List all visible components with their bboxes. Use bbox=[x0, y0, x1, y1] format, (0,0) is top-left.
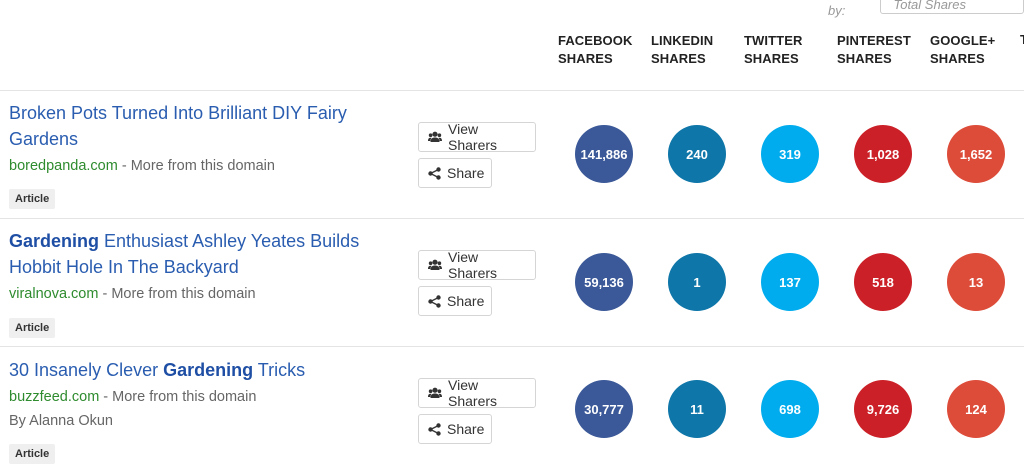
share-icon bbox=[428, 422, 441, 436]
share-label: Share bbox=[447, 293, 485, 309]
share-icon bbox=[428, 294, 441, 308]
column-header-line: TWITTER bbox=[744, 33, 803, 48]
share-button[interactable]: Share bbox=[418, 414, 492, 444]
sort-control: Sort by: Total Shares bbox=[828, 0, 1024, 18]
type-badge: Article bbox=[9, 189, 56, 209]
article-row: Gardening Enthusiast Ashley Yeates Build… bbox=[0, 218, 1024, 346]
more-from-domain-link[interactable]: - More from this domain bbox=[98, 286, 256, 302]
sort-select[interactable]: Total Shares bbox=[880, 0, 1024, 14]
article-row: Broken Pots Turned Into Brilliant DIY Fa… bbox=[0, 90, 1024, 218]
view-sharers-button[interactable]: View Sharers bbox=[418, 249, 536, 281]
share-icon bbox=[428, 166, 441, 180]
title-text[interactable]: 30 Insanely Clever bbox=[9, 360, 164, 380]
column-header-line: PINTEREST bbox=[837, 33, 911, 48]
article-title[interactable]: Broken Pots Turned Into Brilliant DIY Fa… bbox=[9, 100, 404, 152]
article-title[interactable]: 30 Insanely Clever Gardening Tricks bbox=[9, 357, 404, 383]
share-button[interactable]: Share bbox=[418, 158, 492, 188]
googleplus-shares-count: 13 bbox=[947, 253, 1005, 311]
domain-link[interactable]: boredpanda.com bbox=[9, 158, 118, 174]
column-header-total-cut[interactable]: T bbox=[1020, 32, 1024, 47]
share-label: Share bbox=[447, 165, 485, 181]
pinterest-shares-count: 9,726 bbox=[854, 380, 912, 438]
title-text[interactable]: Tricks bbox=[253, 360, 306, 380]
column-header-line: SHARES bbox=[651, 51, 706, 66]
title-keyword[interactable]: Gardening bbox=[9, 231, 100, 251]
title-text[interactable]: Broken Pots Turned Into Brilliant DIY Fa… bbox=[9, 103, 347, 149]
column-header-line: GOOGLE+ bbox=[930, 33, 996, 48]
column-header-line: SHARES bbox=[837, 51, 892, 66]
linkedin-shares-count: 11 bbox=[668, 380, 726, 438]
facebook-shares-count: 59,136 bbox=[575, 253, 633, 311]
domain-line: viralnova.com - More from this domain bbox=[9, 286, 256, 302]
more-from-domain-link[interactable]: - More from this domain bbox=[99, 389, 257, 405]
column-header-line: FACEBOOK bbox=[558, 33, 633, 48]
domain-link[interactable]: viralnova.com bbox=[9, 286, 99, 302]
type-badge: Article bbox=[9, 318, 56, 338]
column-header-twitter[interactable]: TWITTER SHARES bbox=[744, 32, 824, 68]
twitter-shares-count: 319 bbox=[761, 125, 819, 183]
googleplus-shares-count: 124 bbox=[947, 380, 1005, 438]
column-header-facebook[interactable]: FACEBOOK SHARES bbox=[558, 32, 638, 68]
article-title[interactable]: Gardening Enthusiast Ashley Yeates Build… bbox=[9, 228, 404, 280]
column-header-line: LINKEDIN bbox=[651, 33, 714, 48]
domain-link[interactable]: buzzfeed.com bbox=[9, 389, 100, 405]
view-sharers-label: View Sharers bbox=[448, 377, 498, 409]
facebook-shares-count: 141,886 bbox=[575, 125, 633, 183]
share-button[interactable]: Share bbox=[418, 286, 492, 316]
domain-line: boredpanda.com - More from this domain bbox=[9, 158, 275, 174]
column-header-pinterest[interactable]: PINTEREST SHARES bbox=[837, 32, 917, 68]
view-sharers-label: View Sharers bbox=[448, 121, 498, 153]
title-text[interactable]: Enthusiast Ashley Yeates Builds Hobbit H… bbox=[9, 231, 360, 277]
pinterest-shares-count: 518 bbox=[854, 253, 912, 311]
pinterest-shares-count: 1,028 bbox=[854, 125, 912, 183]
type-badge: Article bbox=[9, 444, 56, 464]
linkedin-shares-count: 240 bbox=[668, 125, 726, 183]
column-header-googleplus[interactable]: GOOGLE+ SHARES bbox=[930, 32, 1010, 68]
view-sharers-button[interactable]: View Sharers bbox=[418, 377, 536, 409]
view-sharers-label: View Sharers bbox=[448, 249, 498, 281]
facebook-shares-count: 30,777 bbox=[575, 380, 633, 438]
column-header-line: SHARES bbox=[744, 51, 799, 66]
sort-label: Sort by: bbox=[828, 0, 852, 18]
users-icon bbox=[428, 130, 442, 144]
twitter-shares-count: 698 bbox=[761, 380, 819, 438]
column-header-linkedin[interactable]: LINKEDIN SHARES bbox=[651, 32, 731, 68]
domain-line: buzzfeed.com - More from this domain bbox=[9, 389, 256, 405]
googleplus-shares-count: 1,652 bbox=[947, 125, 1005, 183]
view-sharers-button[interactable]: View Sharers bbox=[418, 121, 536, 153]
column-header-line: SHARES bbox=[930, 51, 985, 66]
more-from-domain-link[interactable]: - More from this domain bbox=[117, 158, 275, 174]
users-icon bbox=[428, 386, 442, 400]
share-label: Share bbox=[447, 421, 485, 437]
linkedin-shares-count: 1 bbox=[668, 253, 726, 311]
users-icon bbox=[428, 258, 442, 272]
twitter-shares-count: 137 bbox=[761, 253, 819, 311]
article-row: 30 Insanely Clever Gardening Tricks buzz… bbox=[0, 346, 1024, 469]
title-keyword[interactable]: Gardening bbox=[163, 360, 254, 380]
author-byline: By Alanna Okun bbox=[9, 413, 113, 429]
column-header-line: SHARES bbox=[558, 51, 613, 66]
